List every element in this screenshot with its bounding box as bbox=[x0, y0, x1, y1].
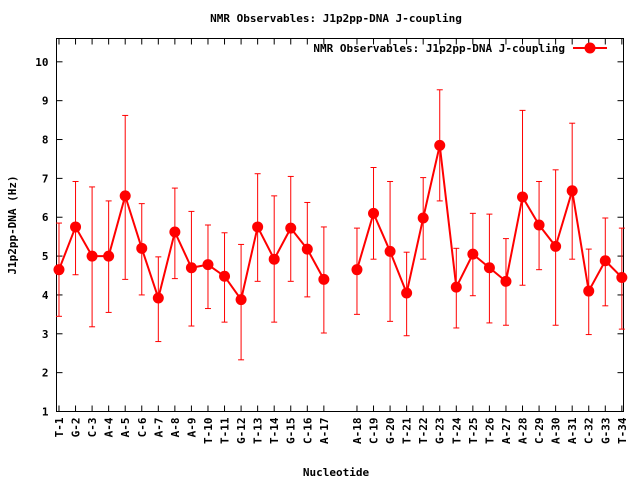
data-point bbox=[119, 190, 131, 202]
data-point bbox=[368, 207, 380, 219]
legend: NMR Observables: J1p2pp-DNA J-coupling bbox=[313, 42, 607, 55]
y-tick-label: 9 bbox=[42, 95, 49, 108]
x-tick-label: T-26 bbox=[483, 417, 496, 444]
data-point bbox=[103, 250, 115, 262]
x-tick-label: C-29 bbox=[533, 418, 546, 445]
x-tick-label: A-18 bbox=[351, 418, 364, 445]
y-tick-label: 6 bbox=[42, 211, 49, 224]
x-tick-label: T-1 bbox=[53, 417, 66, 437]
y-tick-label: 3 bbox=[42, 328, 49, 341]
data-point bbox=[500, 275, 512, 287]
legend-entry-label: NMR Observables: J1p2pp-DNA J-coupling bbox=[313, 42, 565, 55]
data-point bbox=[467, 248, 479, 260]
data-point bbox=[417, 212, 429, 224]
x-tick-label: A-17 bbox=[318, 418, 331, 445]
data-point bbox=[550, 240, 562, 252]
data-point bbox=[318, 273, 330, 285]
y-axis: 1 2 3 4 5 6 7 8 9 10 bbox=[35, 56, 624, 419]
data-point bbox=[53, 264, 65, 276]
data-point bbox=[351, 264, 363, 276]
x-tick-label: C-19 bbox=[368, 418, 381, 445]
x-tick-label: T-34 bbox=[616, 417, 629, 444]
x-axis-label: Nucleotide bbox=[303, 466, 370, 479]
x-tick-label: C-3 bbox=[86, 418, 99, 438]
data-point bbox=[268, 253, 280, 265]
y-tick-label: 1 bbox=[42, 406, 49, 419]
data-point bbox=[252, 221, 264, 233]
data-point bbox=[533, 219, 545, 231]
data-point bbox=[202, 259, 214, 271]
x-tick-label: T-25 bbox=[467, 418, 480, 445]
data-point bbox=[583, 285, 595, 297]
x-tick-label: C-32 bbox=[583, 418, 596, 445]
data-point bbox=[566, 185, 578, 197]
x-tick-label: A-7 bbox=[152, 418, 165, 438]
data-point bbox=[616, 271, 628, 283]
x-tick-label: A-4 bbox=[103, 417, 116, 437]
x-tick-label: G-33 bbox=[599, 418, 612, 445]
y-tick-label: 7 bbox=[42, 172, 49, 185]
y-axis-label: J1p2pp-DNA (Hz) bbox=[6, 175, 19, 274]
data-point bbox=[450, 281, 462, 293]
y-tick-label: 4 bbox=[42, 289, 49, 302]
y-tick-label: 8 bbox=[42, 134, 49, 147]
data-points bbox=[53, 139, 628, 306]
data-point bbox=[384, 245, 396, 257]
x-tick-label: G-20 bbox=[384, 418, 397, 445]
data-point bbox=[599, 255, 611, 267]
x-tick-label: C-6 bbox=[136, 417, 149, 437]
x-tick-label: T-21 bbox=[401, 417, 414, 444]
x-tick-label: G-23 bbox=[434, 418, 447, 445]
data-point bbox=[517, 191, 529, 203]
x-tick-label: T-22 bbox=[417, 418, 430, 445]
x-tick-label: T-14 bbox=[268, 417, 281, 444]
x-tick-label: A-30 bbox=[550, 418, 563, 445]
plot-frame bbox=[56, 38, 624, 412]
data-point bbox=[185, 262, 197, 274]
x-tick-label: A-8 bbox=[169, 418, 182, 438]
x-tick-label: A-27 bbox=[500, 418, 513, 445]
data-point bbox=[219, 270, 231, 282]
x-tick-label: C-16 bbox=[301, 417, 314, 444]
data-point bbox=[235, 294, 247, 306]
data-point bbox=[301, 243, 313, 255]
data-point bbox=[483, 262, 495, 274]
x-tick-label: A-5 bbox=[119, 418, 132, 438]
x-tick-label: G-2 bbox=[70, 418, 83, 438]
data-point bbox=[285, 222, 297, 234]
x-tick-label: T-24 bbox=[450, 417, 463, 444]
x-tick-label: A-28 bbox=[517, 418, 530, 445]
data-point bbox=[86, 250, 98, 262]
x-tick-label: G-12 bbox=[235, 418, 248, 445]
data-point bbox=[169, 226, 181, 238]
y-tick-label: 2 bbox=[42, 367, 49, 380]
x-tick-label: T-13 bbox=[252, 418, 265, 445]
x-tick-label: A-9 bbox=[185, 418, 198, 438]
data-point bbox=[136, 242, 148, 254]
chart-title: NMR Observables: J1p2pp-DNA J-coupling bbox=[210, 12, 462, 25]
legend-marker bbox=[584, 42, 596, 54]
x-tick-label: A-31 bbox=[566, 417, 579, 444]
data-point bbox=[401, 287, 413, 299]
x-tick-label: T-11 bbox=[219, 417, 232, 444]
data-point bbox=[152, 292, 164, 304]
y-tick-label: 10 bbox=[35, 56, 48, 69]
y-tick-label: 5 bbox=[42, 250, 49, 263]
x-tick-label: T-10 bbox=[202, 418, 215, 445]
x-axis: T-1 G-2 C-3 A-4 A-5 C-6 A-7 A-8 A-9 T-10 T-11 G-12 T… bbox=[53, 38, 629, 445]
data-point bbox=[70, 221, 82, 233]
x-tick-label: G-15 bbox=[285, 418, 298, 445]
data-point bbox=[434, 139, 446, 151]
